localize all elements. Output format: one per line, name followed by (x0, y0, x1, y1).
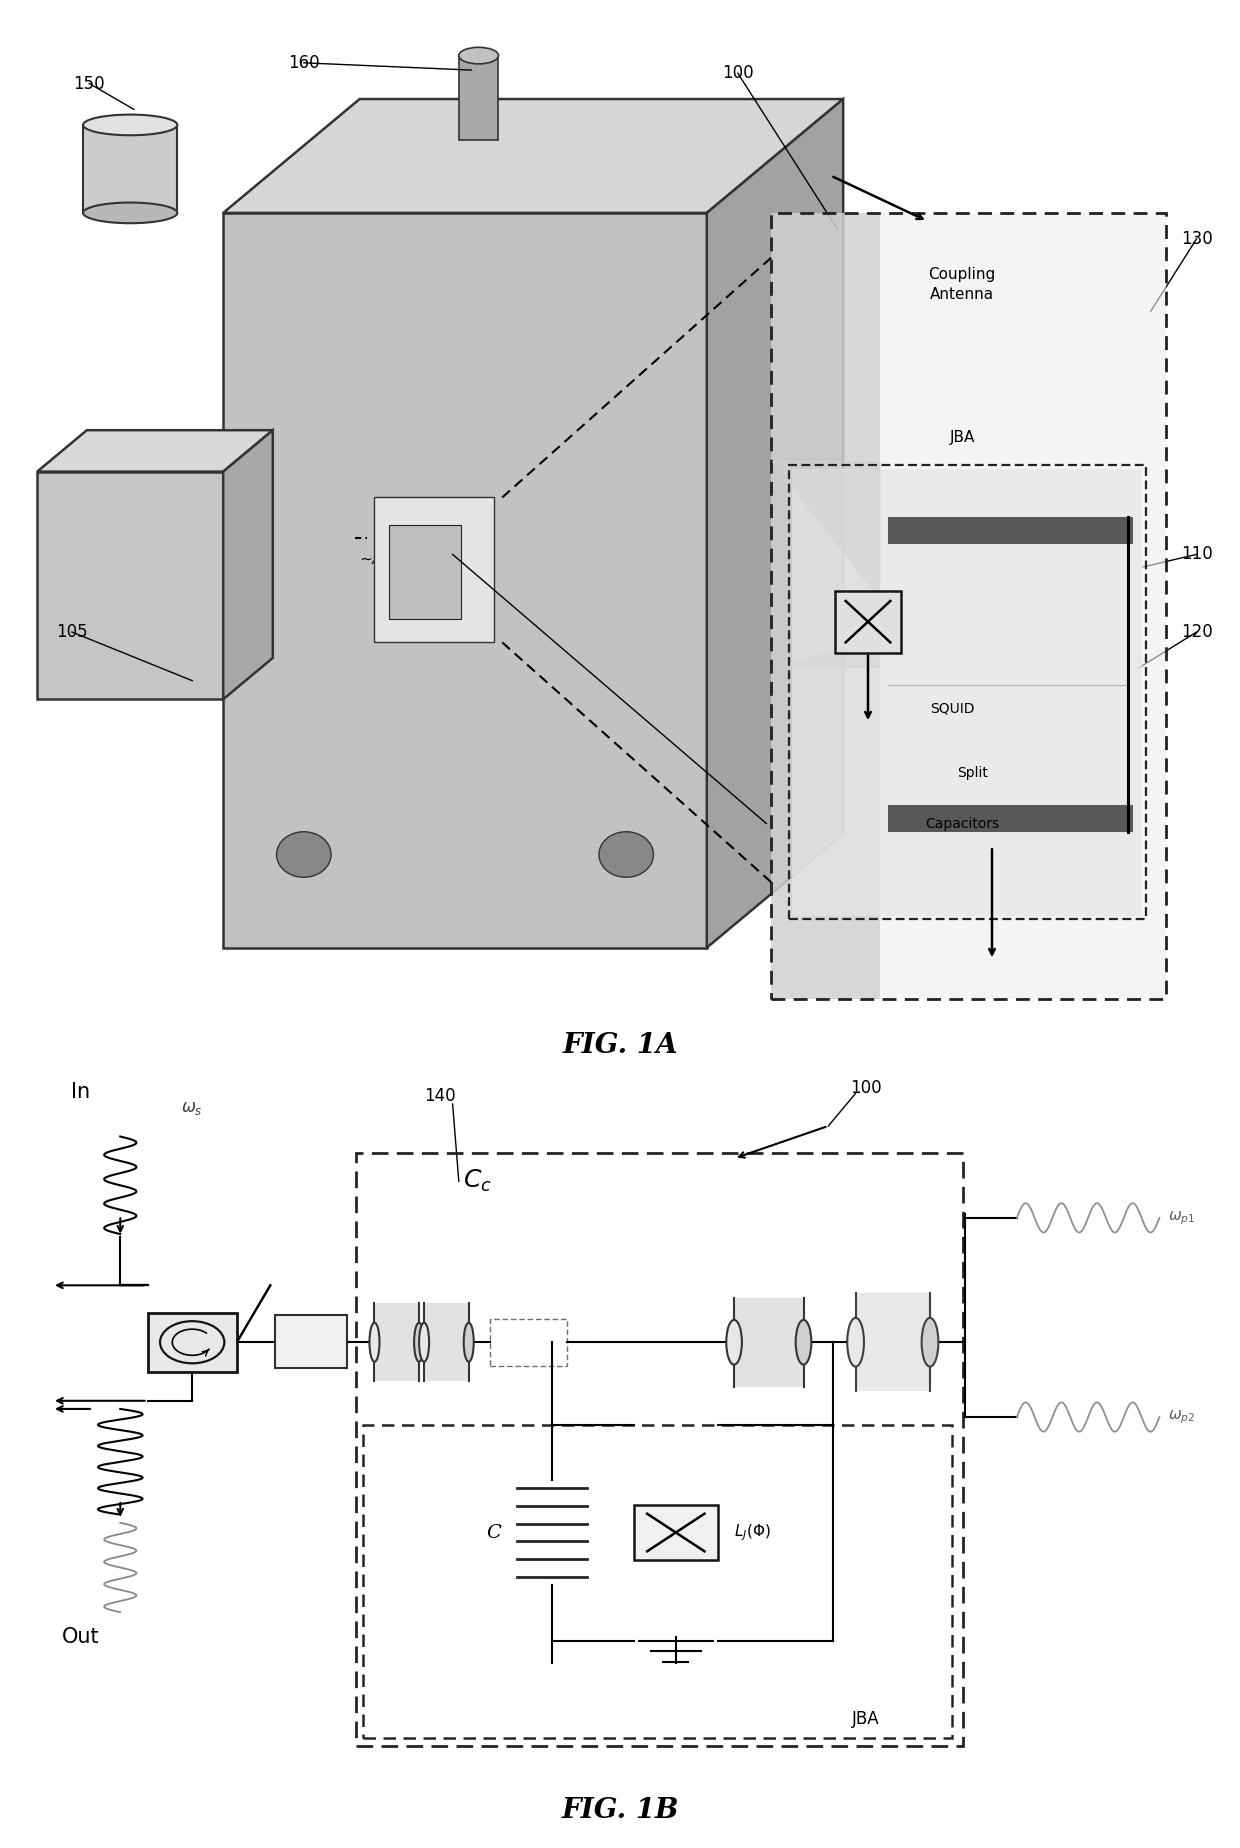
Polygon shape (771, 638, 880, 669)
Text: $\omega_{p1}$: $\omega_{p1}$ (1168, 1209, 1195, 1227)
Text: Out: Out (62, 1626, 99, 1647)
Text: 150: 150 (73, 74, 105, 92)
Text: 100: 100 (849, 1079, 882, 1096)
Text: ~$\lambda_g$/4: ~$\lambda_g$/4 (360, 551, 404, 571)
Bar (789, 466, 1146, 918)
Polygon shape (223, 213, 707, 948)
Bar (374, 497, 494, 643)
Text: SQUID: SQUID (930, 702, 975, 715)
Text: In: In (71, 1081, 91, 1101)
Text: $C_c$: $C_c$ (463, 1168, 492, 1194)
Text: 120: 120 (1180, 623, 1213, 641)
Bar (792, 469, 1142, 915)
Bar (389, 525, 461, 619)
Bar (771, 213, 880, 1000)
Ellipse shape (370, 1323, 379, 1362)
Text: C: C (486, 1523, 501, 1541)
Text: Capacitors: Capacitors (925, 817, 999, 832)
Text: JBA: JBA (950, 431, 975, 445)
Polygon shape (223, 100, 843, 213)
Text: $\omega_{p2}$: $\omega_{p2}$ (1168, 1408, 1195, 1427)
Ellipse shape (83, 115, 177, 135)
Bar (771, 213, 1166, 1000)
Text: Split: Split (957, 765, 987, 780)
Text: JBA: JBA (852, 1709, 879, 1728)
Text: $L_J(\Phi)$: $L_J(\Phi)$ (734, 1523, 771, 1543)
Text: FIG. 1B: FIG. 1B (562, 1796, 678, 1824)
Text: FIG. 1A: FIG. 1A (562, 1033, 678, 1059)
Circle shape (599, 832, 653, 878)
Ellipse shape (847, 1318, 864, 1368)
Polygon shape (734, 1297, 804, 1388)
Text: $\omega_s$: $\omega_s$ (181, 1100, 203, 1116)
Polygon shape (424, 1303, 469, 1380)
Ellipse shape (796, 1319, 811, 1364)
Ellipse shape (464, 1323, 474, 1362)
Bar (888, 806, 1133, 832)
Bar (363, 1425, 952, 1739)
Bar (880, 213, 1166, 1000)
Bar (835, 591, 901, 652)
Polygon shape (771, 462, 880, 601)
Bar (459, 55, 498, 140)
Ellipse shape (414, 1323, 424, 1362)
Bar (356, 1153, 963, 1746)
Bar (490, 1319, 567, 1366)
Bar (275, 1316, 347, 1368)
Polygon shape (856, 1294, 930, 1392)
Polygon shape (83, 126, 177, 213)
Text: 140: 140 (424, 1087, 456, 1105)
Polygon shape (37, 431, 273, 471)
Text: 140: 140 (436, 545, 469, 564)
Circle shape (277, 832, 331, 878)
Ellipse shape (727, 1319, 742, 1364)
Text: 130: 130 (1180, 229, 1213, 248)
Text: 105: 105 (56, 623, 88, 641)
Text: 160: 160 (288, 54, 320, 72)
Ellipse shape (419, 1323, 429, 1362)
Text: Coupling
Antenna: Coupling Antenna (929, 266, 996, 301)
Ellipse shape (459, 48, 498, 65)
Bar (634, 1504, 718, 1560)
Polygon shape (223, 431, 273, 699)
Ellipse shape (921, 1318, 939, 1368)
Ellipse shape (83, 203, 177, 224)
Polygon shape (707, 100, 843, 948)
Polygon shape (37, 471, 223, 699)
Text: 100: 100 (722, 65, 754, 81)
Text: 110: 110 (1180, 545, 1213, 564)
Bar (888, 517, 1133, 543)
Bar (148, 1312, 237, 1371)
Polygon shape (374, 1303, 419, 1380)
